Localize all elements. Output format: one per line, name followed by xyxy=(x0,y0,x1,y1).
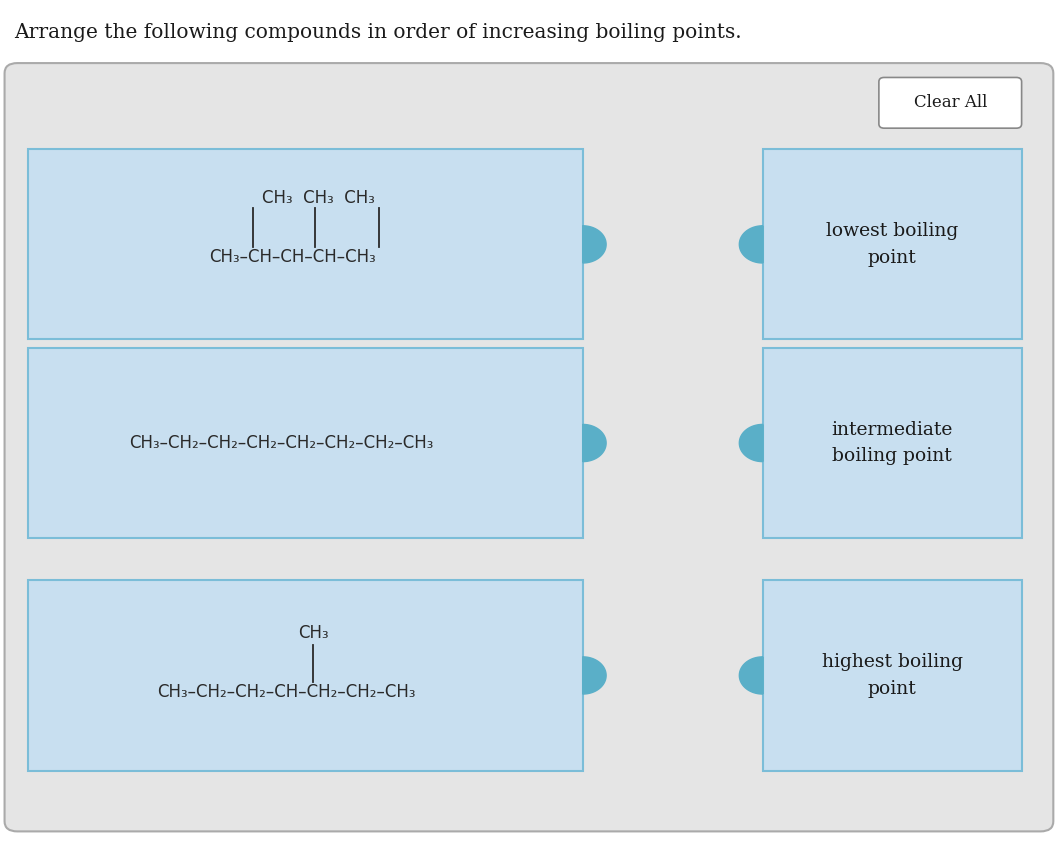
Polygon shape xyxy=(583,424,606,461)
Text: intermediate
boiling point: intermediate boiling point xyxy=(831,421,953,466)
Polygon shape xyxy=(739,424,762,461)
FancyBboxPatch shape xyxy=(762,149,1022,339)
Text: CH₃–CH₂–CH₂–CH₂–CH₂–CH₂–CH₂–CH₃: CH₃–CH₂–CH₂–CH₂–CH₂–CH₂–CH₂–CH₃ xyxy=(129,434,434,452)
FancyBboxPatch shape xyxy=(28,149,583,339)
Text: CH₃–CH₂–CH₂–CH–CH₂–CH₂–CH₃: CH₃–CH₂–CH₂–CH–CH₂–CH₂–CH₃ xyxy=(158,683,417,701)
FancyBboxPatch shape xyxy=(762,348,1022,538)
Text: lowest boiling
point: lowest boiling point xyxy=(826,222,958,266)
Text: highest boiling
point: highest boiling point xyxy=(822,653,962,698)
Text: CH₃: CH₃ xyxy=(298,624,329,642)
FancyBboxPatch shape xyxy=(879,77,1022,128)
FancyBboxPatch shape xyxy=(762,580,1022,771)
Polygon shape xyxy=(739,226,762,263)
Text: Arrange the following compounds in order of increasing boiling points.: Arrange the following compounds in order… xyxy=(14,23,742,42)
Text: Clear All: Clear All xyxy=(914,94,987,111)
Text: CH₃–CH–CH–CH–CH₃: CH₃–CH–CH–CH–CH₃ xyxy=(209,248,375,266)
FancyBboxPatch shape xyxy=(4,63,1054,831)
Text: CH₃  CH₃  CH₃: CH₃ CH₃ CH₃ xyxy=(262,189,375,207)
Polygon shape xyxy=(583,657,606,694)
Polygon shape xyxy=(583,226,606,263)
FancyBboxPatch shape xyxy=(28,580,583,771)
Polygon shape xyxy=(739,657,762,694)
FancyBboxPatch shape xyxy=(28,348,583,538)
